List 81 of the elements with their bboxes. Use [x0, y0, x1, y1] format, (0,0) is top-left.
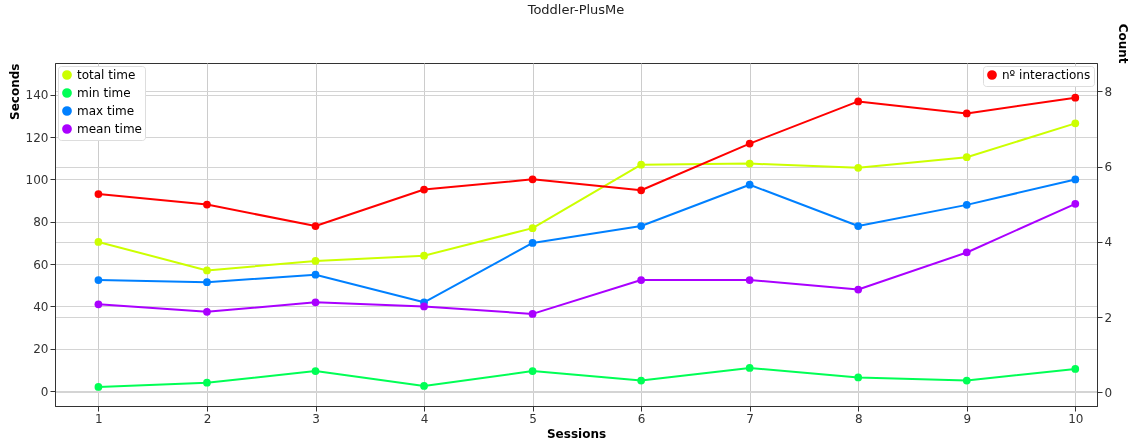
- point: [420, 251, 428, 260]
- y2-tick-label: 8: [1104, 84, 1113, 99]
- x-tick-label: 1: [95, 411, 103, 426]
- x-tick-label: 3: [312, 411, 320, 426]
- point: [962, 376, 971, 385]
- point: [420, 302, 428, 311]
- x-tick-label: 10: [1068, 411, 1084, 426]
- point: [962, 153, 971, 162]
- point: [745, 180, 754, 189]
- y2-tick-label: 6: [1104, 160, 1113, 175]
- point: [311, 257, 320, 265]
- point: [94, 383, 103, 391]
- y2-tick-label: 4: [1104, 235, 1113, 250]
- y2-tick-label: 0: [1104, 385, 1113, 400]
- point: [420, 185, 428, 194]
- point: [311, 298, 320, 307]
- point: [637, 160, 645, 169]
- point: [311, 270, 320, 279]
- point: [203, 200, 211, 209]
- point: [311, 222, 320, 230]
- y-tick-label: 20: [33, 342, 49, 357]
- y-tick-label: 140: [25, 88, 49, 103]
- point: [1071, 199, 1080, 208]
- point: [745, 159, 754, 168]
- y2-tick-label: 2: [1104, 310, 1113, 325]
- point: [528, 367, 537, 375]
- y-tick-label: 100: [25, 172, 49, 187]
- point: [854, 373, 863, 382]
- y-tick-label: 40: [33, 299, 49, 314]
- point: [637, 376, 645, 385]
- x-tick-label: 7: [746, 411, 754, 426]
- point: [203, 378, 211, 387]
- point: [203, 307, 211, 316]
- point: [528, 310, 537, 318]
- point: [94, 300, 103, 309]
- point: [637, 222, 645, 230]
- legend-label: min time: [77, 86, 131, 100]
- point: [962, 248, 971, 257]
- point: [745, 364, 754, 372]
- point: [311, 367, 320, 375]
- point: [854, 163, 863, 172]
- point: [962, 109, 971, 118]
- point: [528, 224, 537, 233]
- x-tick-label: 2: [203, 411, 212, 426]
- point: [1071, 93, 1080, 102]
- x-tick-label: 6: [637, 411, 646, 426]
- legend-label: mean time: [77, 122, 142, 136]
- point: [637, 186, 645, 195]
- x-tick-label: 9: [963, 411, 972, 426]
- point: [203, 278, 211, 286]
- point: [854, 285, 863, 294]
- point: [94, 190, 103, 198]
- y-tick-label: 0: [40, 384, 49, 399]
- point: [745, 276, 754, 284]
- y2-axis-title: Count: [1116, 23, 1131, 64]
- x-tick-label: 5: [529, 411, 537, 426]
- point: [854, 222, 863, 230]
- point: [1071, 175, 1080, 184]
- point: [1071, 365, 1080, 373]
- point: [962, 200, 971, 209]
- point: [1071, 119, 1080, 128]
- point: [94, 238, 103, 246]
- point: [528, 239, 537, 247]
- x-tick-label: 8: [854, 411, 863, 426]
- point: [745, 139, 754, 148]
- chart-title: Toddler-PlusMe: [526, 2, 625, 18]
- x-axis-title: Sessions: [546, 426, 607, 441]
- point: [637, 276, 645, 284]
- legend-label: total time: [77, 68, 136, 82]
- legend-label: nº interactions: [1002, 68, 1091, 82]
- y-tick-label: 120: [25, 130, 49, 145]
- y-axis-title: Seconds: [7, 63, 22, 120]
- point: [528, 175, 537, 184]
- point: [94, 276, 103, 284]
- y-tick-label: 60: [33, 257, 49, 272]
- y-tick-label: 80: [33, 215, 49, 230]
- point: [854, 97, 863, 106]
- x-tick-label: 4: [420, 411, 429, 426]
- point: [203, 266, 211, 275]
- legend-label: max time: [77, 104, 135, 118]
- point: [420, 382, 428, 390]
